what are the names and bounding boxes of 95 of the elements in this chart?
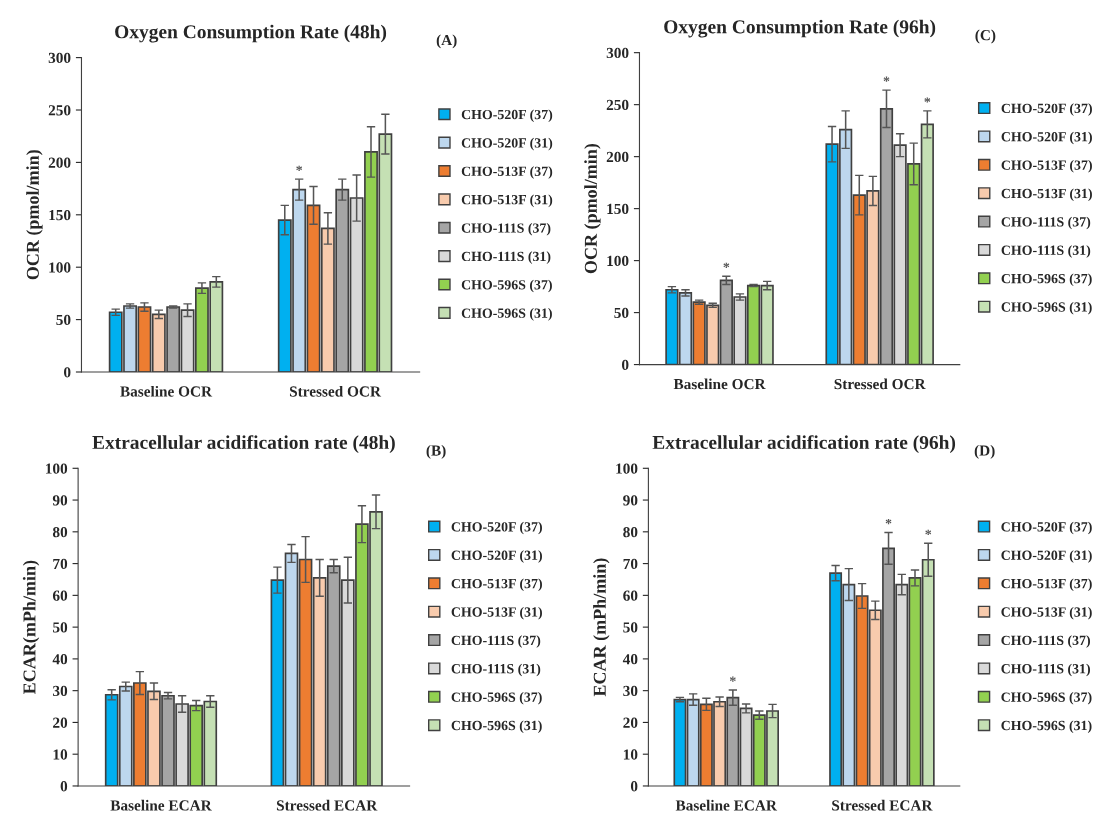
y-tick-label: 250 (606, 99, 629, 111)
y-tick-label: 60 (623, 590, 638, 601)
annotation: * (925, 529, 932, 535)
legend-label: CHO-520F (37) (461, 109, 553, 123)
legend-label: CHO-520F (31) (1001, 550, 1092, 563)
y-tick-label: 150 (607, 203, 629, 215)
y-axis-title: OCR (pmol/min) (584, 143, 601, 274)
legend-label: CHO-520F (37) (451, 521, 542, 535)
legend-label: CHO-596S (31) (451, 720, 542, 733)
y-tick-label: 200 (48, 157, 71, 168)
annotation: * (883, 76, 890, 82)
legend-label: CHO-111S (37) (1001, 635, 1090, 648)
legend-label: CHO-111S (37) (461, 222, 551, 236)
y-tick-label: 40 (52, 654, 68, 665)
y-tick-label: 10 (53, 749, 68, 760)
y-tick-label: 80 (623, 526, 638, 538)
x-tick-label: Baseline OCR (120, 385, 213, 397)
y-tick-label: 0 (630, 781, 638, 792)
legend-label: CHO-596S (37) (461, 279, 552, 293)
y-tick-label: 20 (623, 717, 638, 728)
x-tick-label: Stressed ECAR (276, 799, 378, 811)
chart-title: Oxygen Consumption Rate (48h) (115, 24, 387, 43)
x-tick-label: Baseline OCR (673, 378, 766, 390)
legend-label: CHO-513F (31) (451, 606, 542, 620)
y-axis-title: ECAR (mPh/min) (593, 558, 610, 697)
y-tick-label: 250 (48, 105, 71, 116)
legend-label: CHO-520F (37) (1001, 521, 1092, 535)
y-axis-title: ECAR(mPh/min) (22, 560, 40, 695)
legend-label: CHO-520F (37) (1001, 103, 1092, 116)
y-tick-label: 0 (63, 367, 71, 378)
y-tick-label: 50 (623, 622, 638, 633)
legend-label: CHO-596S (37) (1001, 273, 1092, 287)
chart-title: Extracellular acidification rate (48h) (92, 435, 395, 453)
annotation: * (924, 97, 931, 103)
y-tick-label: 150 (49, 209, 71, 221)
legend-label: CHO-513F (31) (461, 194, 553, 208)
x-tick-label: Baseline ECAR (675, 799, 778, 811)
x-tick-label: Stressed ECAR (832, 799, 933, 811)
legend-label: CHO-596S (37) (1001, 692, 1092, 705)
annotation: * (885, 518, 892, 525)
legend-label: CHO-111S (31) (1001, 663, 1090, 677)
annotation: * (723, 262, 730, 268)
y-tick-label: 300 (48, 52, 71, 64)
text: (C) (975, 29, 996, 44)
legend-label: CHO-111S (31) (461, 251, 551, 264)
legend-label: CHO-513F (31) (1001, 606, 1092, 620)
y-tick-label: 0 (60, 781, 68, 792)
annotation: * (729, 676, 736, 682)
y-tick-label: 80 (52, 526, 68, 538)
legend-label: CHO-111S (31) (451, 663, 541, 677)
text: (D) (974, 444, 995, 459)
x-tick-label: Stressed OCR (289, 385, 382, 397)
legend-label: CHO-596S (31) (461, 308, 552, 321)
chart-title: Extracellular acidification rate (96h) (652, 435, 956, 453)
y-tick-label: 0 (621, 359, 629, 371)
chart-title: Oxygen Consumption Rate (96h) (664, 19, 936, 38)
y-tick-label: 100 (46, 463, 68, 474)
y-tick-label: 70 (53, 558, 68, 570)
legend-label: CHO-513F (37) (451, 578, 542, 592)
y-tick-label: 50 (614, 307, 629, 319)
legend-label: CHO-513F (37) (1001, 578, 1092, 592)
y-tick-label: 40 (622, 654, 638, 665)
legend-label: CHO-596S (31) (1001, 720, 1092, 733)
y-tick-label: 100 (607, 255, 629, 267)
x-tick-label: Stressed OCR (834, 378, 926, 390)
legend-label: CHO-111S (37) (451, 635, 541, 648)
text: (A) (436, 34, 457, 49)
legend-label: CHO-111S (31) (1001, 245, 1091, 258)
y-tick-label: 20 (53, 717, 68, 728)
y-tick-label: 10 (623, 749, 638, 760)
legend-label: CHO-520F (31) (461, 137, 553, 151)
legend-label: CHO-513F (37) (1001, 160, 1092, 173)
y-tick-label: 100 (616, 463, 638, 474)
x-tick-label: Baseline ECAR (110, 799, 212, 811)
y-tick-label: 70 (623, 558, 638, 570)
legend-label: CHO-513F (37) (461, 166, 553, 179)
y-tick-label: 100 (49, 262, 71, 273)
legend-label: CHO-596S (37) (451, 692, 542, 705)
legend-label: CHO-520F (31) (1001, 131, 1092, 145)
y-tick-label: 200 (606, 151, 629, 163)
annotation: * (296, 165, 303, 171)
y-tick-label: 30 (623, 685, 638, 697)
y-tick-label: 50 (56, 314, 71, 326)
y-tick-label: 60 (52, 590, 68, 601)
legend-label: CHO-520F (31) (451, 550, 542, 563)
y-axis-title: OCR (pmol/min) (26, 150, 43, 280)
y-tick-label: 90 (52, 495, 68, 506)
legend-label: CHO-111S (37) (1001, 216, 1091, 230)
y-tick-label: 50 (53, 622, 68, 633)
y-tick-label: 300 (606, 47, 629, 59)
y-tick-label: 30 (53, 685, 68, 697)
legend-label: CHO-513F (31) (1001, 188, 1092, 201)
text: (B) (426, 444, 446, 459)
y-tick-label: 90 (623, 495, 638, 506)
legend-label: CHO-596S (31) (1001, 301, 1092, 315)
